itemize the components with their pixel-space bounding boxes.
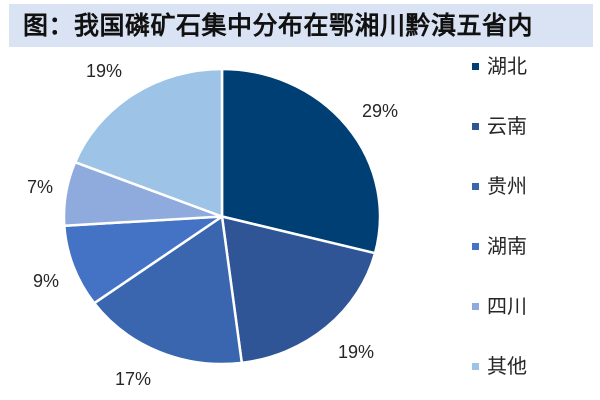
legend-item-other: 其他: [472, 354, 527, 378]
chart-title-bar: 图：我国磷矿石集中分布在鄂湘川黔滇五省内: [9, 4, 593, 47]
legend-marker-square-icon: [472, 182, 479, 190]
data-label-guizhou: 17%: [114, 369, 152, 389]
data-label-hubei: 29%: [361, 101, 399, 121]
chart-title: 图：我国磷矿石集中分布在鄂湘川黔滇五省内: [23, 11, 534, 40]
pie-slice-hubei: [220, 67, 382, 255]
legend-marker-square-icon: [472, 62, 479, 70]
legend-marker-square-icon: [472, 242, 479, 250]
legend-marker-square-icon: [472, 362, 479, 370]
data-label-other: 19%: [85, 61, 123, 81]
pie-slice-hunan: [63, 215, 224, 305]
pie-slices: [62, 67, 382, 366]
pie-slice-guizhou: [92, 215, 244, 366]
legend-label: 云南: [487, 114, 527, 138]
legend-label: 其他: [487, 354, 527, 378]
data-label-yunnan: 19%: [337, 342, 375, 362]
legend-item-hunan: 湖南: [472, 234, 527, 258]
legend-item-yunnan: 云南: [472, 114, 527, 138]
legend-label: 贵州: [487, 174, 527, 198]
pie-slice-other: [73, 67, 224, 218]
legend-item-guizhou: 贵州: [472, 174, 527, 198]
legend-item-sichuan: 四川: [472, 294, 527, 318]
legend-marker-square-icon: [472, 302, 479, 310]
legend-label: 湖北: [487, 54, 527, 78]
data-label-sichuan: 7%: [26, 177, 54, 197]
data-label-hunan: 9%: [32, 271, 60, 291]
legend-marker-square-icon: [472, 122, 479, 130]
pie-slice-yunnan: [220, 215, 377, 365]
legend-label: 四川: [487, 294, 527, 318]
legend-label: 湖南: [487, 234, 527, 258]
legend-item-hubei: 湖北: [472, 54, 527, 78]
